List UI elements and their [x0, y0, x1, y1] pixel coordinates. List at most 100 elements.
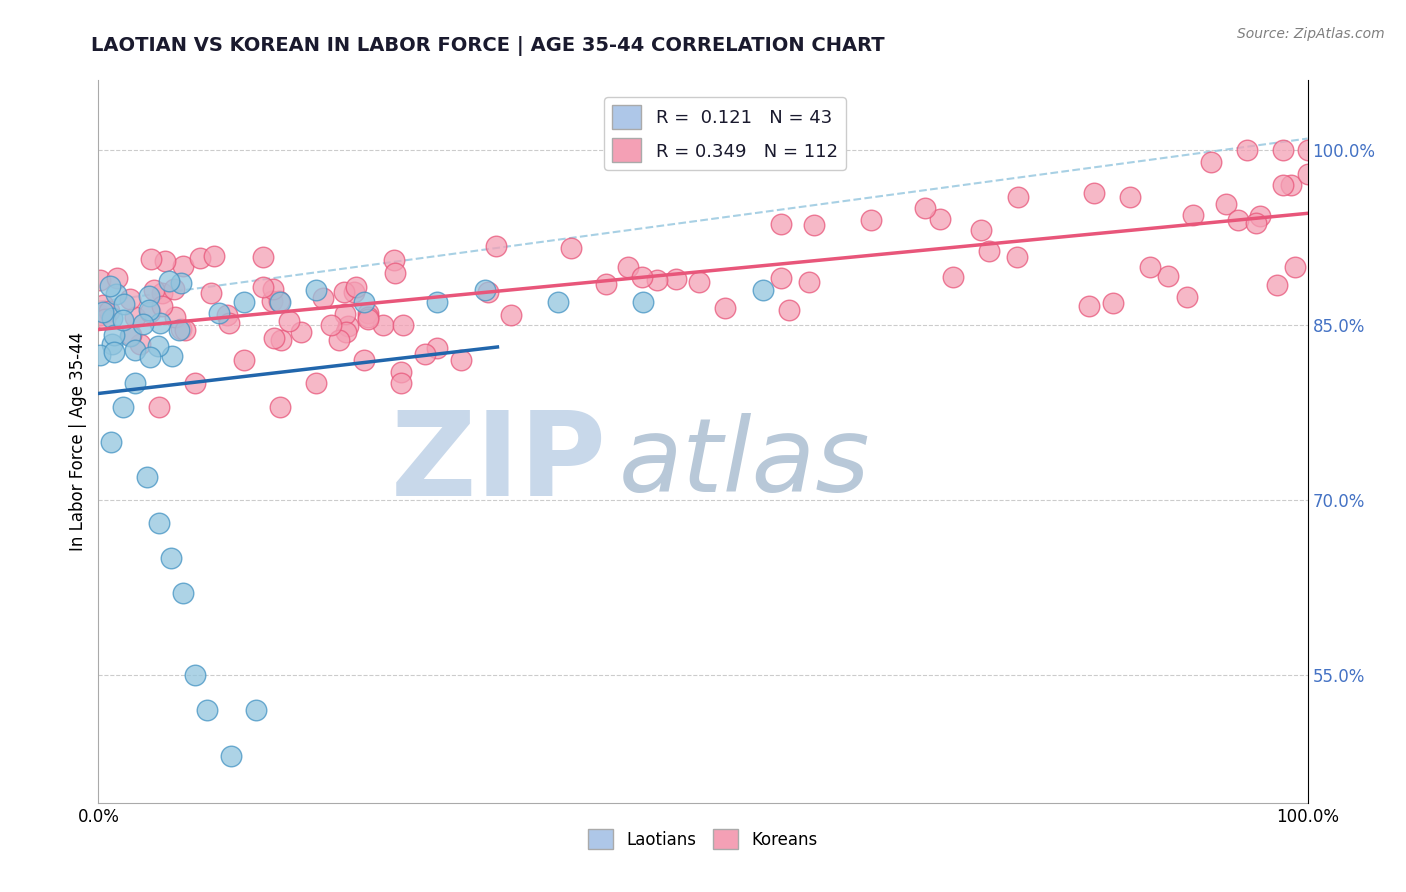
Point: [631, 294, 654, 309]
Point: [356, 312, 378, 326]
Point: [1005, 250, 1028, 264]
Point: [1284, 260, 1306, 275]
Point: [135, 469, 157, 483]
Point: [1296, 167, 1319, 181]
Point: [333, 285, 356, 300]
Point: [120, 329, 142, 343]
Point: [1272, 143, 1295, 157]
Point: [1007, 190, 1029, 204]
Point: [89, 348, 111, 362]
Point: [384, 266, 406, 280]
Point: [139, 350, 162, 364]
Point: [269, 400, 291, 414]
Point: [389, 376, 412, 391]
Text: atlas: atlas: [619, 413, 870, 513]
Point: [1265, 277, 1288, 292]
Point: [160, 349, 183, 363]
Point: [1083, 186, 1105, 200]
Point: [157, 274, 180, 288]
Point: [111, 400, 134, 414]
Point: [645, 273, 668, 287]
Point: [344, 280, 367, 294]
Point: [252, 251, 274, 265]
Point: [153, 254, 176, 268]
Point: [688, 275, 710, 289]
Point: [1246, 216, 1268, 230]
Point: [91, 304, 114, 318]
Point: [167, 323, 190, 337]
Point: [172, 259, 194, 273]
Point: [112, 312, 135, 326]
Point: [859, 213, 882, 227]
Point: [353, 353, 375, 368]
Point: [195, 702, 218, 716]
Text: Source: ZipAtlas.com: Source: ZipAtlas.com: [1237, 27, 1385, 41]
Point: [262, 294, 284, 309]
Point: [1139, 260, 1161, 275]
Text: ZIP: ZIP: [391, 406, 606, 521]
Point: [124, 343, 146, 357]
Point: [208, 306, 231, 320]
Point: [252, 280, 274, 294]
Point: [356, 310, 378, 324]
Point: [1181, 208, 1204, 222]
Point: [1077, 299, 1099, 313]
Point: [138, 289, 160, 303]
Point: [474, 283, 496, 297]
Point: [778, 303, 800, 318]
Point: [103, 328, 125, 343]
Point: [450, 353, 472, 368]
Point: [343, 285, 366, 300]
Point: [263, 331, 285, 345]
Point: [103, 345, 125, 359]
Point: [290, 325, 312, 339]
Point: [184, 376, 207, 391]
Point: [221, 749, 243, 764]
Point: [150, 286, 173, 301]
Point: [413, 347, 436, 361]
Point: [426, 294, 449, 309]
Point: [141, 252, 163, 266]
Point: [200, 285, 222, 300]
Point: [914, 202, 936, 216]
Point: [770, 271, 793, 285]
Point: [389, 365, 412, 379]
Point: [100, 336, 122, 351]
Point: [132, 317, 155, 331]
Point: [128, 337, 150, 351]
Point: [100, 434, 122, 449]
Point: [769, 217, 792, 231]
Point: [215, 308, 238, 322]
Point: [337, 319, 360, 334]
Point: [560, 241, 582, 255]
Point: [160, 551, 183, 566]
Point: [333, 308, 356, 322]
Point: [803, 218, 825, 232]
Point: [382, 253, 405, 268]
Point: [173, 323, 195, 337]
Point: [928, 211, 950, 226]
Point: [188, 251, 211, 265]
Point: [547, 294, 569, 309]
Point: [371, 318, 394, 333]
Point: [89, 273, 111, 287]
Point: [1227, 213, 1250, 227]
Point: [277, 313, 299, 327]
Point: [124, 376, 146, 391]
Point: [305, 376, 328, 391]
Point: [202, 249, 225, 263]
Point: [1175, 290, 1198, 304]
Point: [630, 269, 652, 284]
Point: [270, 333, 292, 347]
Point: [245, 702, 267, 716]
Point: [163, 281, 186, 295]
Point: [319, 318, 342, 332]
Point: [163, 310, 186, 324]
Point: [139, 305, 162, 319]
Point: [170, 322, 193, 336]
Point: [120, 292, 142, 306]
Y-axis label: In Labor Force | Age 35-44: In Labor Force | Age 35-44: [69, 332, 87, 551]
Point: [357, 306, 380, 320]
Point: [148, 400, 170, 414]
Point: [970, 223, 993, 237]
